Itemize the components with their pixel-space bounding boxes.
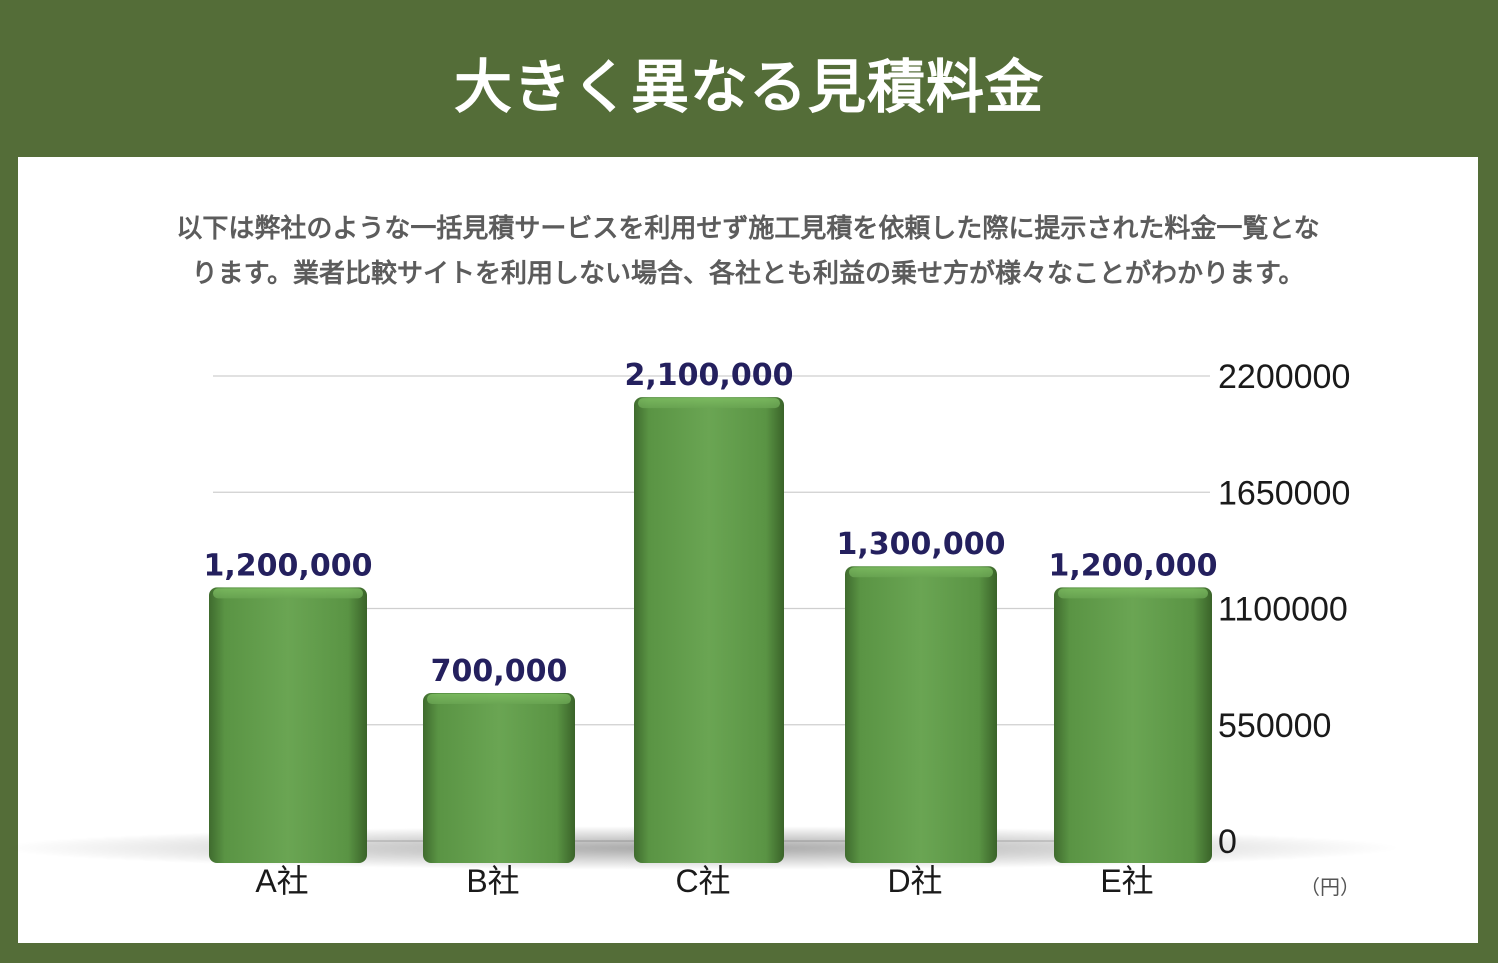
bar-body xyxy=(209,587,367,863)
category-label: B社 xyxy=(466,863,519,899)
category-label: C社 xyxy=(675,863,730,899)
unit-label: （円） xyxy=(1300,875,1360,899)
y-tick-label: 0 xyxy=(1218,823,1237,861)
bar-value-label: 1,200,000 xyxy=(204,548,373,583)
bar-value-label: 2,100,000 xyxy=(625,358,794,393)
bar-top-highlight xyxy=(427,694,571,705)
category-label: D社 xyxy=(887,863,942,899)
bar xyxy=(845,566,997,863)
category-label: E社 xyxy=(1100,863,1153,899)
bar-top-highlight xyxy=(213,588,363,599)
page-title: 大きく異なる見積料金 xyxy=(453,53,1044,121)
description-line-2: ります。業者比較サイトを利用しない場合、各社とも利益の乗せ方が様々なことがわかり… xyxy=(191,259,1305,289)
bar xyxy=(209,587,367,863)
bar-top-highlight xyxy=(638,398,780,409)
y-tick-label: 550000 xyxy=(1218,707,1331,745)
bar-value-label: 1,200,000 xyxy=(1049,548,1218,583)
bar xyxy=(423,693,575,863)
description-line-1: 以下は弊社のような一括見積サービスを利用せず施工見積を依頼した際に提示された料金… xyxy=(176,214,1320,244)
bar-top-highlight xyxy=(1058,588,1208,599)
category-label: A社 xyxy=(255,863,308,899)
y-tick-label: 1100000 xyxy=(1218,591,1348,629)
bar xyxy=(1054,587,1212,863)
bar-value-label: 1,300,000 xyxy=(837,527,1006,562)
bar-body xyxy=(845,566,997,863)
bars xyxy=(209,397,1212,863)
bar-value-label: 700,000 xyxy=(431,654,568,689)
bar-body xyxy=(634,397,784,863)
y-tick-label: 1650000 xyxy=(1218,474,1350,512)
bar xyxy=(634,397,784,863)
labels: 0 550000 1100000 1650000 2200000 1,200,000 A社 7… xyxy=(204,358,1360,899)
description-text: 以下は弊社のような一括見積サービスを利用せず施工見積を依頼した際に提示された料金… xyxy=(88,207,1408,297)
bar-top-highlight xyxy=(849,567,993,578)
y-tick-label: 2200000 xyxy=(1218,358,1350,396)
bar-body xyxy=(423,693,575,863)
bar-body xyxy=(1054,587,1212,863)
